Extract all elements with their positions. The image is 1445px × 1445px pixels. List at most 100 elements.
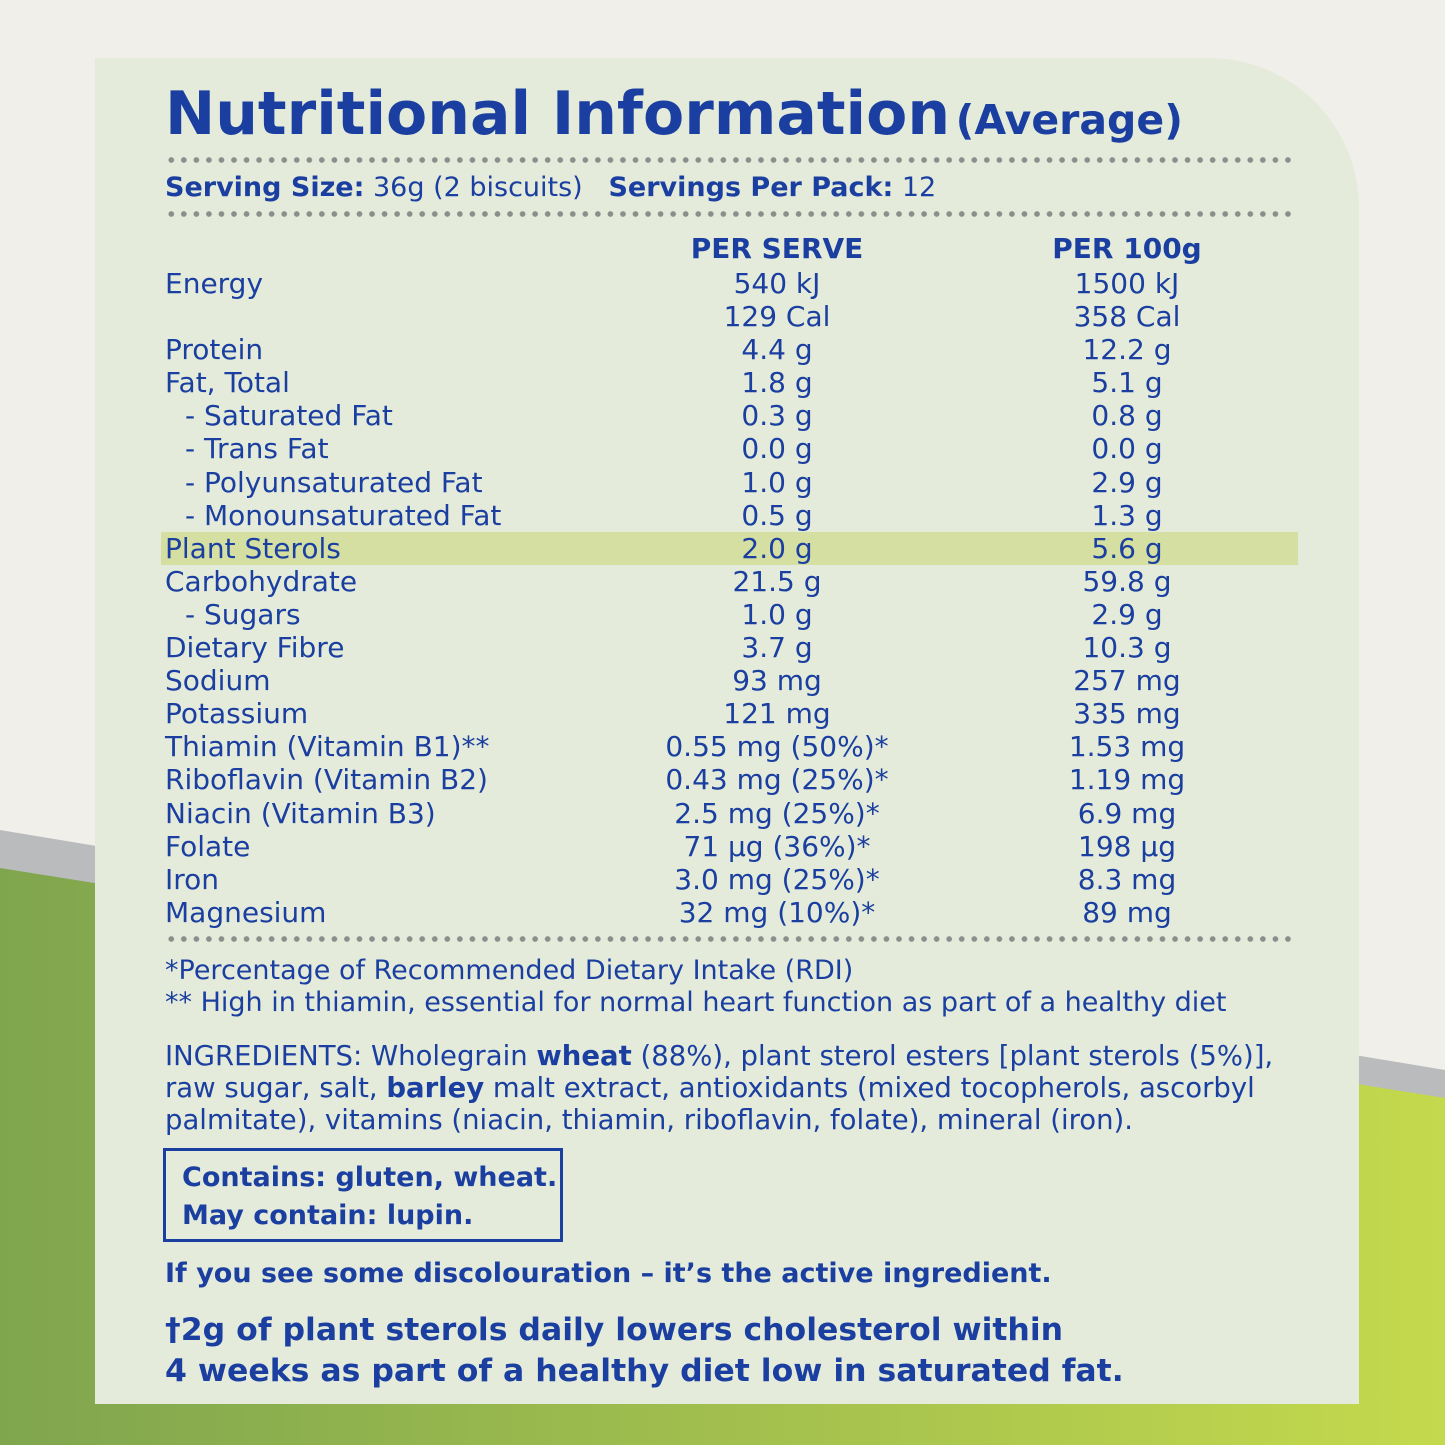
per-100g-value: 335 mg: [1073, 697, 1181, 731]
table-row: Magnesium 32 mg (10%)* 89 mg: [0, 896, 1445, 929]
thiamin-note: ** High in thiamin, essential for normal…: [165, 987, 1227, 1018]
table-row: Plant Sterols 2.0 g 5.6 g: [0, 531, 1445, 565]
per-serve-value: 3.7 g: [741, 631, 813, 665]
table-row: - Sugars 1.0 g 2.9 g: [0, 598, 1445, 631]
per-serve-value: 1.0 g: [741, 465, 813, 499]
allergen-box: Contains: gluten, wheat. May contain: lu…: [163, 1148, 563, 1242]
per-100g-value: 1500 kJ: [1074, 267, 1180, 300]
per-100g-value: 6.9 mg: [1077, 796, 1177, 830]
nutrient-label: Carbohydrate: [165, 564, 358, 598]
per-serve-value: 121 mg: [723, 697, 831, 731]
nutrient-label: - Sugars: [185, 597, 301, 631]
dotted-divider: [165, 935, 1295, 943]
nutrient-label: - Trans Fat: [185, 432, 329, 466]
table-row: - Polyunsaturated Fat 1.0 g 2.9 g: [0, 466, 1445, 499]
ingredients-text: INGREDIENTS: Wholegrain wheat (88%), pla…: [165, 1040, 1325, 1136]
dotted-divider: [165, 210, 1295, 218]
per-100g-value: 89 mg: [1082, 895, 1172, 929]
ingredients-part: INGREDIENTS: Wholegrain: [165, 1040, 537, 1072]
title-main: Nutritional Information: [165, 79, 951, 149]
per-serve-value: 1.0 g: [741, 597, 813, 631]
per-serve-value: 21.5 g: [732, 564, 822, 598]
table-row: Dietary Fibre 3.7 g 10.3 g: [0, 631, 1445, 664]
per-serve-value: 3.0 mg (25%)*: [674, 862, 880, 896]
nutrition-panel: [95, 58, 1359, 1404]
health-claim: †2g of plant sterols daily lowers choles…: [165, 1310, 1124, 1392]
per-serve-value: 0.43 mg (25%)*: [665, 763, 889, 797]
per-serve-value: 4.4 g: [741, 333, 813, 367]
table-row: - Trans Fat 0.0 g 0.0 g: [0, 432, 1445, 465]
nutrient-label: - Monounsaturated Fat: [185, 498, 502, 532]
nutrient-label: Riboflavin (Vitamin B2): [165, 763, 488, 797]
per-100g-value: 2.9 g: [1091, 597, 1163, 631]
nutrient-label: Fat, Total: [165, 366, 290, 400]
per-serve-value: 1.8 g: [741, 366, 813, 400]
table-row: Folate 71 µg (36%)* 198 µg: [0, 830, 1445, 863]
table-row: Sodium 93 mg 257 mg: [0, 664, 1445, 697]
nutrient-label: Sodium: [165, 664, 271, 698]
table-row: Fat, Total 1.8 g 5.1 g: [0, 366, 1445, 399]
per-100g-value: 1.3 g: [1091, 498, 1163, 532]
table-row: Carbohydrate 21.5 g 59.8 g: [0, 565, 1445, 598]
servings-per-pack-value: 12: [893, 172, 937, 203]
servings-per-pack-label: Servings Per Pack:: [608, 172, 894, 203]
discolouration-note: If you see some discolouration – it’s th…: [165, 1258, 1052, 1289]
nutrient-label: Protein: [165, 333, 264, 367]
per-100g-value: 5.6 g: [1091, 531, 1163, 565]
per-100g-value: 2.9 g: [1091, 465, 1163, 499]
ingredients-part: (88%), plant sterol esters [plant sterol…: [165, 1040, 1274, 1104]
serving-size-value: 36g (2 biscuits): [364, 172, 583, 203]
may-contain-statement: May contain: lupin.: [182, 1200, 474, 1231]
per-serve-value: 0.3 g: [741, 399, 813, 433]
per-100g-value: 1.19 mg: [1068, 763, 1186, 797]
per-serve-value: 0.5 g: [741, 498, 813, 532]
table-row: Thiamin (Vitamin B1)** 0.55 mg (50%)* 1.53…: [0, 730, 1445, 763]
nutrition-table: Energy 540 kJ 1500 kJ 129 Cal 358 Cal Protein…: [0, 267, 1445, 929]
table-row: - Monounsaturated Fat 0.5 g 1.3 g: [0, 499, 1445, 532]
per-serve-value: 0.55 mg (50%)*: [665, 730, 889, 764]
per-100g-value: 59.8 g: [1082, 564, 1172, 598]
per-serve-value: 0.0 g: [741, 432, 813, 466]
table-row: Iron 3.0 mg (25%)* 8.3 mg: [0, 863, 1445, 896]
dotted-divider: [165, 156, 1295, 164]
contains-statement: Contains: gluten, wheat.: [182, 1162, 558, 1193]
ingredients-allergen-wheat: wheat: [536, 1040, 632, 1072]
ingredients-allergen-barley: barley: [386, 1072, 485, 1104]
nutrient-label: Magnesium: [165, 895, 327, 929]
ingredients-part: malt extract, antioxidants (mixed tocoph…: [165, 1072, 1255, 1136]
nutrient-label: Niacin (Vitamin B3): [165, 796, 436, 830]
per-100g-value: 12.2 g: [1082, 333, 1172, 367]
per-100g-value: 198 µg: [1078, 829, 1176, 863]
per-100g-value: 0.8 g: [1091, 399, 1163, 433]
serving-info: Serving Size: 36g (2 biscuits) Servings …: [165, 172, 936, 203]
nutrient-label: Folate: [165, 829, 251, 863]
table-row: 129 Cal 358 Cal: [0, 300, 1445, 333]
claim-line-2: 4 weeks as part of a healthy diet low in…: [165, 1353, 1124, 1389]
per-100g-value: 5.1 g: [1091, 366, 1163, 400]
per-serve-value: 2.0 g: [741, 531, 813, 565]
title-sub: (Average): [955, 96, 1183, 144]
column-header-per-100g: PER 100g: [1052, 232, 1202, 265]
nutrient-label: - Saturated Fat: [185, 399, 393, 433]
per-100g-value: 10.3 g: [1082, 631, 1172, 665]
column-header-per-serve: PER SERVE: [690, 232, 864, 265]
nutrient-label: Thiamin (Vitamin B1)**: [165, 730, 490, 764]
nutrient-label: Potassium: [165, 697, 309, 731]
page-title: Nutritional Information (Average): [165, 84, 1183, 144]
per-100g-value: 8.3 mg: [1077, 862, 1177, 896]
per-100g-value: 358 Cal: [1073, 300, 1181, 334]
serving-size-label: Serving Size:: [165, 172, 365, 203]
table-row: Niacin (Vitamin B3) 2.5 mg (25%)* 6.9 mg: [0, 797, 1445, 830]
per-100g-value: 257 mg: [1073, 664, 1181, 698]
per-100g-value: 0.0 g: [1091, 432, 1163, 466]
per-serve-value: 32 mg (10%)*: [678, 895, 876, 929]
per-100g-value: 1.53 mg: [1068, 730, 1186, 764]
table-row: Riboflavin (Vitamin B2) 0.43 mg (25%)* 1.1…: [0, 763, 1445, 796]
table-row: Energy 540 kJ 1500 kJ: [0, 267, 1445, 300]
nutrient-label: Dietary Fibre: [165, 631, 345, 665]
per-serve-value: 2.5 mg (25%)*: [674, 796, 880, 830]
nutrient-label: Plant Sterols: [165, 531, 341, 565]
per-serve-value: 540 kJ: [733, 267, 821, 300]
table-row: Potassium 121 mg 335 mg: [0, 697, 1445, 730]
table-row: Protein 4.4 g 12.2 g: [0, 333, 1445, 366]
